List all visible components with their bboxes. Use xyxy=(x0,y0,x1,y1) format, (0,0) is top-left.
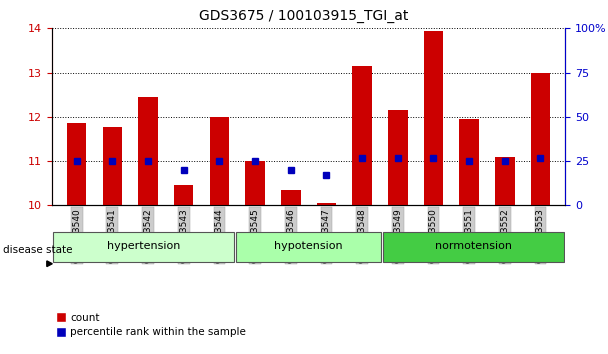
Polygon shape xyxy=(47,261,52,267)
Text: disease state: disease state xyxy=(3,245,72,255)
Bar xyxy=(317,203,336,205)
Bar xyxy=(67,124,86,205)
Bar xyxy=(138,97,158,205)
Text: hypotension: hypotension xyxy=(274,241,343,251)
Bar xyxy=(281,190,300,205)
FancyBboxPatch shape xyxy=(53,232,234,262)
Bar xyxy=(495,157,514,205)
FancyBboxPatch shape xyxy=(383,232,564,262)
Bar xyxy=(388,110,407,205)
Bar xyxy=(352,66,372,205)
FancyBboxPatch shape xyxy=(237,232,381,262)
Bar xyxy=(210,117,229,205)
Bar xyxy=(245,161,265,205)
Bar xyxy=(103,127,122,205)
Bar xyxy=(424,30,443,205)
Bar xyxy=(531,73,550,205)
Text: GDS3675 / 100103915_TGI_at: GDS3675 / 100103915_TGI_at xyxy=(199,9,409,23)
Bar xyxy=(459,119,479,205)
Text: hypertension: hypertension xyxy=(107,241,180,251)
Text: normotension: normotension xyxy=(435,241,512,251)
Bar xyxy=(174,185,193,205)
Legend: count, percentile rank within the sample: count, percentile rank within the sample xyxy=(57,313,246,337)
